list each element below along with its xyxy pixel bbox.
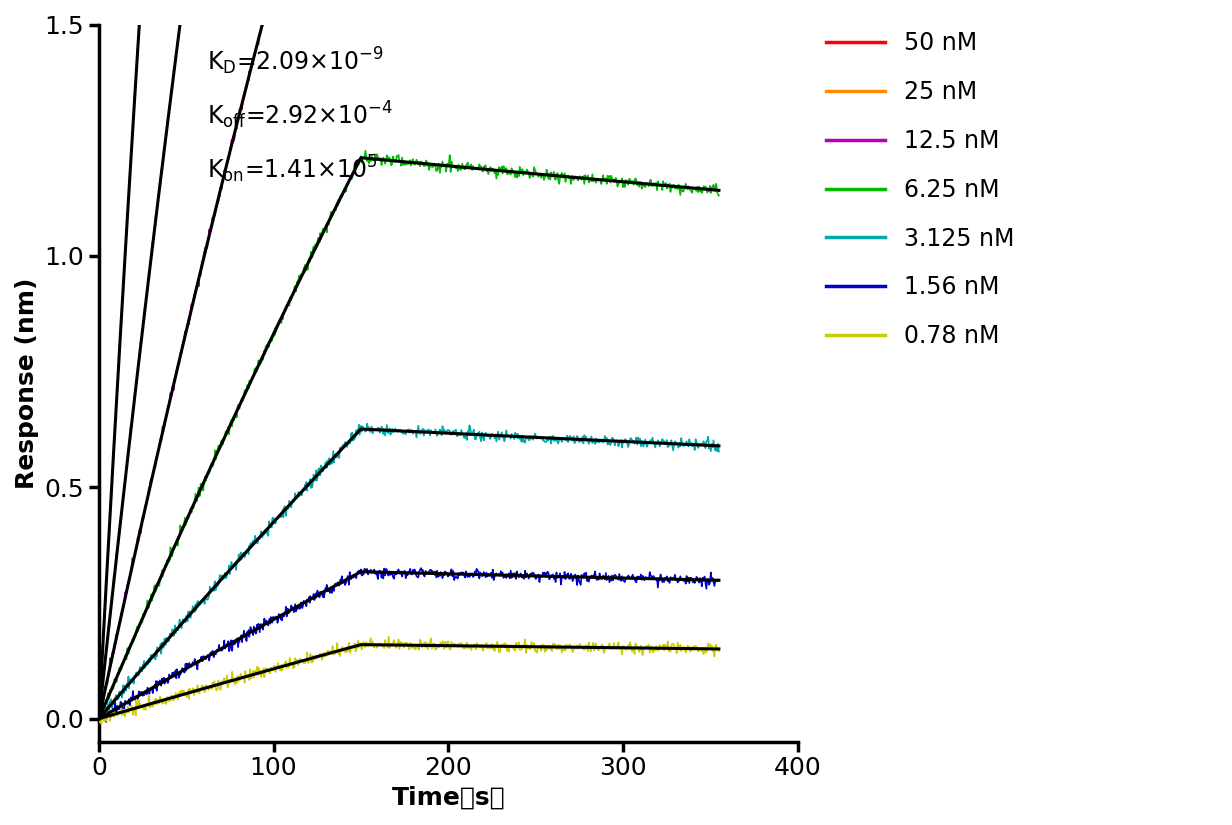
3.125 nM [92, 719, 107, 728]
Line: 25 nM: 25 nM [99, 0, 719, 719]
1.56 nM [434, 569, 448, 579]
Line: 1.56 nM: 1.56 nM [99, 568, 719, 724]
1.56 nM [589, 573, 604, 583]
Legend: 50 nM, 25 nM, 12.5 nM, 6.25 nM, 3.125 nM, 1.56 nM, 0.78 nM: 50 nM, 25 nM, 12.5 nM, 6.25 nM, 3.125 nM… [817, 22, 1024, 357]
1.56 nM [612, 569, 627, 579]
6.25 nM [221, 426, 235, 436]
3.125 nM [712, 446, 727, 456]
0.78 nM [712, 646, 727, 656]
1.56 nM [347, 571, 362, 581]
1.56 nM [414, 563, 429, 573]
1.56 nM [712, 574, 727, 584]
6.25 nM [611, 180, 626, 190]
Line: 0.78 nM: 0.78 nM [99, 637, 719, 724]
X-axis label: Time（s）: Time（s） [392, 786, 505, 810]
12.5 nM [94, 704, 108, 714]
3.125 nM [91, 712, 106, 722]
0.78 nM [221, 675, 235, 685]
0.78 nM [94, 719, 108, 728]
Text: K$_{\rm D}$=2.09×10$^{-9}$
K$_{\rm off}$=2.92×10$^{-4}$
K$_{\rm on}$=1.41×10$^{5: K$_{\rm D}$=2.09×10$^{-9}$ K$_{\rm off}$… [207, 46, 393, 185]
12.5 nM [221, 155, 235, 165]
6.25 nM [588, 174, 602, 184]
Line: 50 nM: 50 nM [99, 0, 719, 718]
1.56 nM [95, 714, 110, 724]
12.5 nM [91, 714, 106, 724]
25 nM [94, 691, 108, 700]
6.25 nM [91, 717, 106, 727]
6.25 nM [712, 191, 727, 200]
0.78 nM [589, 639, 604, 648]
6.25 nM [434, 162, 448, 172]
Line: 12.5 nM: 12.5 nM [99, 0, 719, 719]
Line: 6.25 nM: 6.25 nM [99, 151, 719, 722]
0.78 nM [91, 714, 106, 724]
3.125 nM [589, 434, 604, 444]
3.125 nM [360, 419, 375, 429]
0.78 nM [95, 711, 110, 721]
3.125 nM [95, 709, 110, 719]
1.56 nM [221, 636, 235, 646]
3.125 nM [347, 432, 362, 442]
3.125 nM [221, 567, 235, 577]
1.56 nM [92, 719, 107, 729]
Line: 3.125 nM: 3.125 nM [99, 424, 719, 724]
0.78 nM [612, 642, 627, 652]
50 nM [91, 713, 106, 723]
6.25 nM [347, 167, 362, 177]
25 nM [91, 714, 106, 724]
0.78 nM [347, 639, 362, 648]
1.56 nM [91, 714, 106, 724]
3.125 nM [612, 439, 627, 449]
3.125 nM [434, 431, 448, 441]
Y-axis label: Response (nm): Response (nm) [15, 277, 39, 489]
0.78 nM [381, 632, 395, 642]
6.25 nM [94, 707, 108, 717]
0.78 nM [434, 639, 448, 649]
50 nM [94, 666, 108, 676]
6.25 nM [359, 146, 373, 156]
